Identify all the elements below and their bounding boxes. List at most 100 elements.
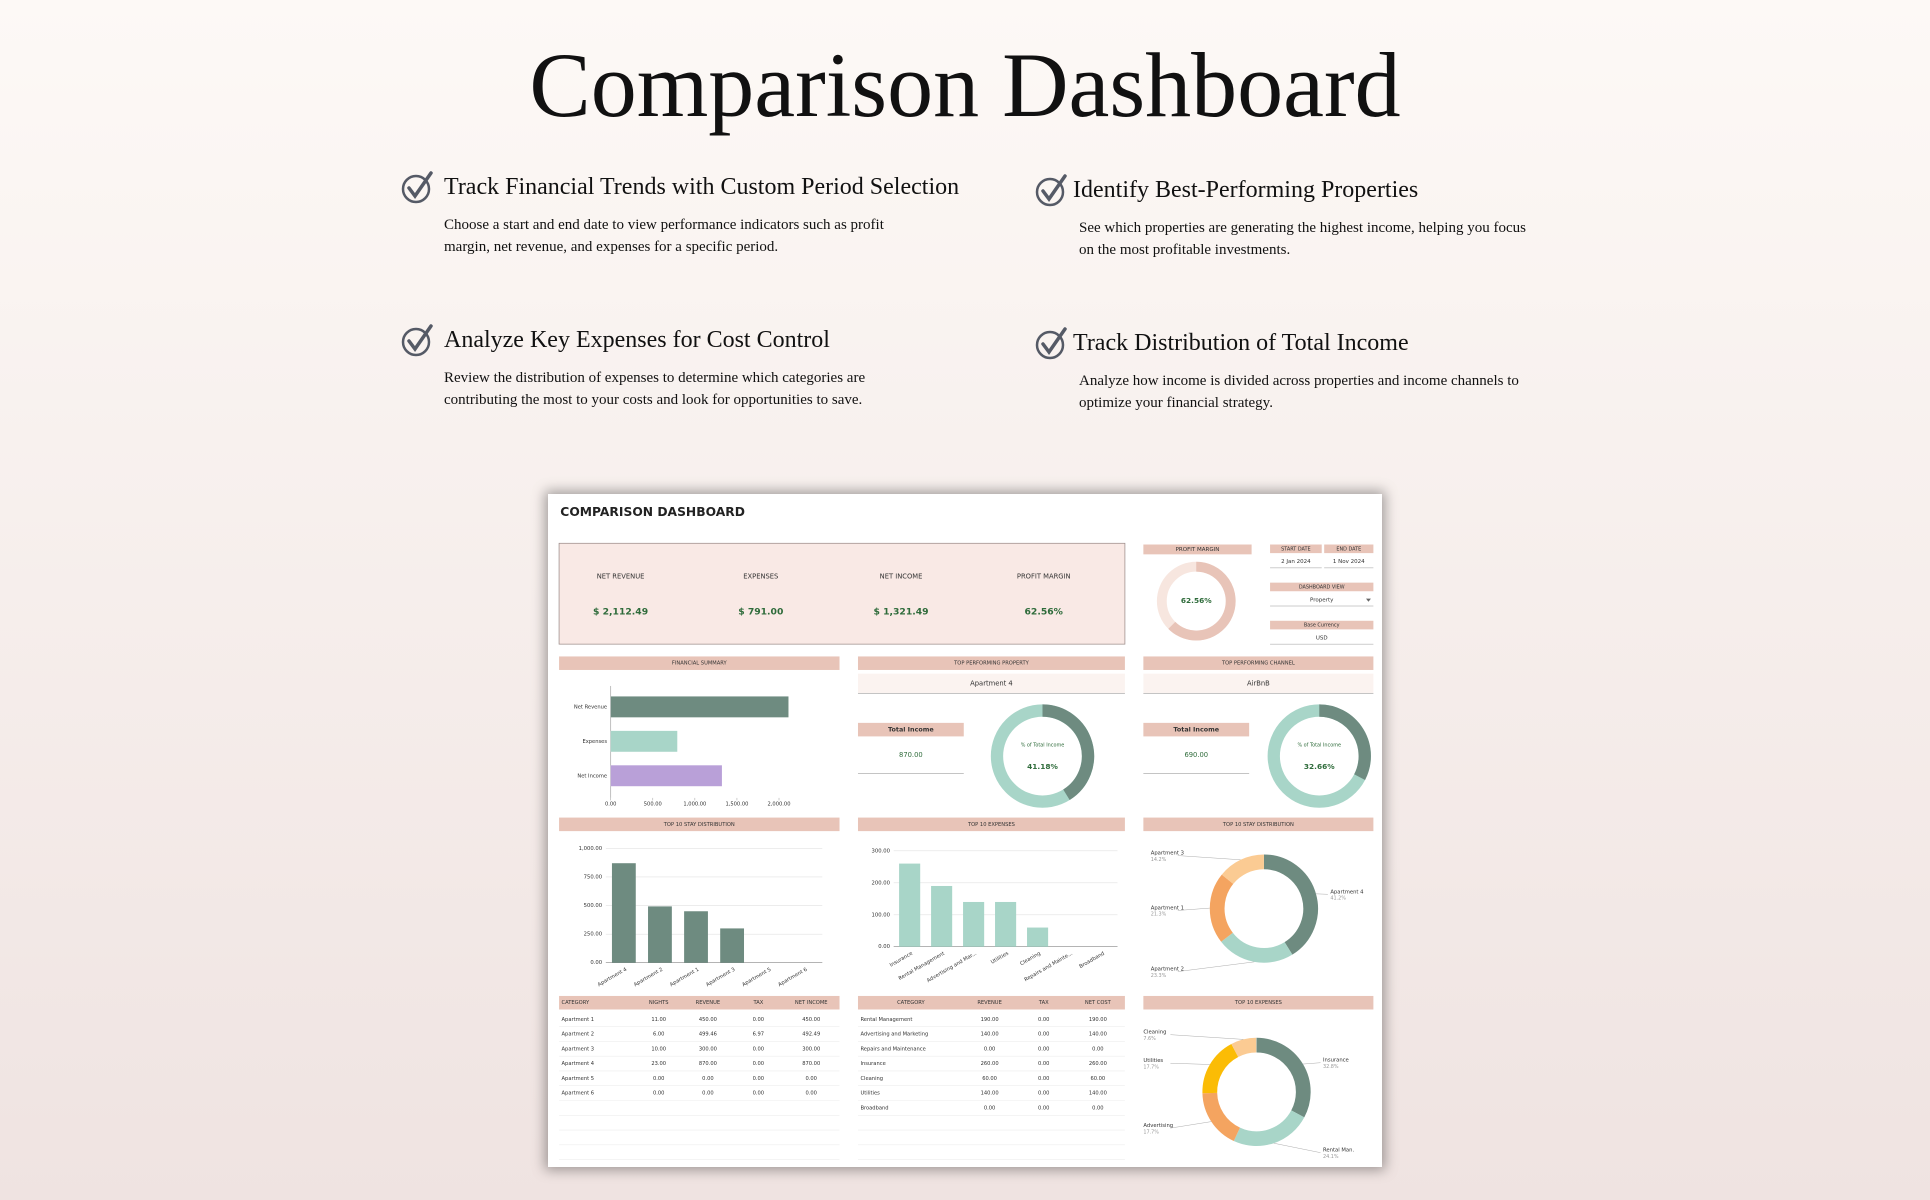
leader-line [1177, 907, 1210, 911]
section-header [559, 817, 840, 832]
kpi-value: $ 1,321.49 [873, 607, 928, 618]
column-header: NET COST [1085, 1000, 1112, 1006]
table-cell: 300.00 [699, 1046, 717, 1052]
feature-text: Analyze how income is divided across pro… [1079, 373, 1519, 411]
section-header [1143, 544, 1252, 555]
section-header [559, 656, 840, 670]
kpi-box [558, 542, 1126, 645]
column-header: REVENUE [977, 1000, 1002, 1006]
share-value: 41.18% [1027, 762, 1058, 771]
dropdown-arrow [1366, 598, 1371, 602]
table-cell: 499.46 [699, 1032, 717, 1038]
leader-line [1170, 1121, 1212, 1129]
table-cell: 0.00 [702, 1076, 713, 1082]
filter-value: 2 Jan 2024 [1281, 559, 1311, 565]
table-cell: 0.00 [753, 1076, 764, 1082]
section-title: PROFIT MARGIN [1176, 547, 1220, 553]
check-icon [1035, 327, 1067, 360]
kpi-label: EXPENSES [743, 572, 778, 580]
section-header [1143, 656, 1374, 670]
table-cell: 0.00 [653, 1091, 664, 1097]
top-name: Apartment 4 [970, 680, 1013, 688]
donut-value-label: 41.2% [1330, 895, 1346, 901]
filter-label: END DATE [1336, 546, 1361, 552]
donut-segment [1231, 1037, 1257, 1058]
table-cell: 300.00 [802, 1046, 820, 1052]
donut-label: Cleaning [1143, 1030, 1166, 1036]
donut-label: Apartment 2 [1151, 967, 1184, 973]
income-label: Total Income [888, 726, 934, 734]
filter-header [1324, 544, 1374, 554]
check-icon [401, 324, 433, 357]
donut-label: Rental Man. [1323, 1148, 1355, 1154]
bar [610, 696, 789, 718]
filter-header [1270, 620, 1374, 630]
x-tick-label: 1,000.00 [683, 802, 706, 808]
donut-label: Advertising [1143, 1123, 1173, 1129]
table-cell: 870.00 [699, 1061, 717, 1067]
column-header: TAX [1038, 1000, 1049, 1006]
share-label: % of Total Income [1021, 743, 1065, 749]
page-title: Comparison Dashboard [529, 34, 1401, 136]
column-header: NET INCOME [795, 1000, 828, 1006]
y-tick-label: 200.00 [872, 880, 890, 886]
table-cell: 0.00 [1038, 1091, 1049, 1097]
leader-line [1170, 1034, 1244, 1040]
filter-value: 1 Nov 2024 [1333, 559, 1365, 565]
income-value: 870.00 [899, 751, 923, 759]
check-icon [401, 171, 433, 204]
table-cell: 23.00 [651, 1061, 666, 1067]
section-title: TOP 10 STAY DISTRIBUTION [663, 822, 735, 828]
table-cell: Cleaning [860, 1076, 883, 1082]
section-header [1143, 995, 1374, 1010]
donut-segment [1233, 1110, 1305, 1146]
ring-arc [1042, 704, 1095, 801]
table-cell: 0.00 [653, 1076, 664, 1082]
table-cell: 190.00 [1089, 1017, 1107, 1023]
bar [610, 730, 678, 752]
bar [963, 901, 985, 947]
table-cell: Apartment 1 [562, 1017, 595, 1023]
leader-line [1170, 1062, 1210, 1065]
column-header: TAX [752, 1000, 763, 1006]
section-title: TOP 10 EXPENSES [1234, 1000, 1282, 1006]
check-icon [1035, 174, 1067, 207]
table-cell: 0.00 [753, 1046, 764, 1052]
bar [931, 885, 953, 947]
bar [720, 928, 745, 963]
section-header [857, 817, 1125, 832]
filter-label: START DATE [1281, 546, 1310, 552]
table-cell: 140.00 [1089, 1091, 1107, 1097]
table-header [857, 995, 1125, 1010]
section-title: TOP PERFORMING CHANNEL [1221, 661, 1295, 667]
table-cell: 0.00 [984, 1046, 995, 1052]
y-tick-label: Expenses [582, 739, 607, 745]
donut-segment [1256, 1037, 1311, 1118]
table-cell: 11.00 [651, 1017, 666, 1023]
ring-arc [1318, 704, 1371, 780]
filter-header [1270, 582, 1374, 592]
table-cell: 140.00 [1089, 1032, 1107, 1038]
table-cell: Broadband [860, 1105, 888, 1111]
table-cell: 870.00 [802, 1061, 820, 1067]
kpi-value: $ 2,112.49 [593, 607, 648, 618]
donut-value-label: 32.8% [1323, 1064, 1339, 1070]
donut-segment [1263, 854, 1318, 955]
table-cell: 0.00 [1038, 1076, 1049, 1082]
y-tick-label: 100.00 [872, 912, 890, 918]
table-cell: 10.00 [651, 1046, 666, 1052]
table-cell: 450.00 [802, 1017, 820, 1023]
filter-header [1270, 544, 1322, 554]
table-cell: 0.00 [805, 1076, 816, 1082]
column-header: NIGHTS [649, 1000, 669, 1006]
section-header [1143, 817, 1374, 832]
y-tick-label: Net Revenue [574, 704, 607, 710]
leader-line [1177, 961, 1255, 972]
bar [610, 765, 722, 787]
table-cell: Utilities [860, 1091, 880, 1097]
donut-segment [1202, 1092, 1241, 1142]
table-cell: 140.00 [981, 1032, 999, 1038]
table-cell: 6.00 [653, 1032, 664, 1038]
table-cell: 492.49 [802, 1032, 820, 1038]
table-cell: 140.00 [981, 1091, 999, 1097]
